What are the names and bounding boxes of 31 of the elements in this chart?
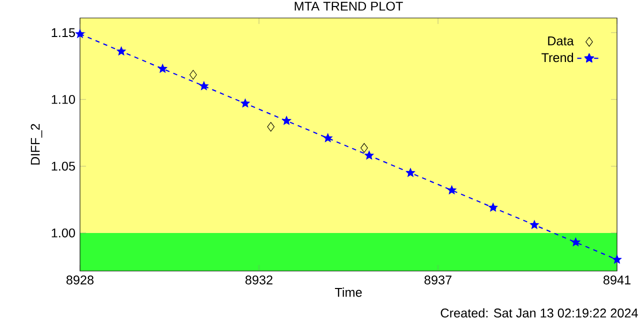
y-tick-label: 1.10 bbox=[52, 94, 76, 104]
legend-label: Data bbox=[548, 36, 574, 46]
point bbox=[447, 185, 456, 194]
point bbox=[240, 98, 250, 108]
point bbox=[488, 202, 498, 212]
y-axis-title: DIFF_2 bbox=[30, 124, 42, 165]
point bbox=[364, 150, 374, 160]
legend-label: Trend bbox=[542, 52, 574, 62]
x-axis-title: Time bbox=[334, 288, 362, 297]
point bbox=[612, 254, 622, 264]
point bbox=[190, 70, 197, 80]
point bbox=[75, 29, 85, 38]
point bbox=[199, 81, 208, 90]
x-tick-label: 8937 bbox=[424, 275, 452, 284]
point bbox=[323, 133, 332, 142]
y-tick-label: 1.00 bbox=[52, 228, 76, 238]
y-tick-label: 1.15 bbox=[52, 28, 75, 38]
x-tick-label: 8928 bbox=[66, 275, 94, 284]
x-tick-label: 8941 bbox=[603, 275, 630, 284]
point bbox=[530, 220, 539, 229]
point bbox=[158, 64, 168, 73]
point bbox=[571, 238, 580, 246]
x-tick-label: 8932 bbox=[245, 275, 272, 284]
chart-title: MTA TREND PLOT bbox=[294, 2, 403, 11]
y-tick-label: 1.05 bbox=[52, 162, 75, 171]
point bbox=[116, 46, 126, 56]
point bbox=[267, 122, 274, 132]
text: Created: Sat Jan 13 02:19:22 2024 bbox=[440, 308, 638, 318]
point bbox=[360, 143, 368, 153]
point bbox=[282, 116, 292, 125]
point bbox=[406, 168, 416, 177]
